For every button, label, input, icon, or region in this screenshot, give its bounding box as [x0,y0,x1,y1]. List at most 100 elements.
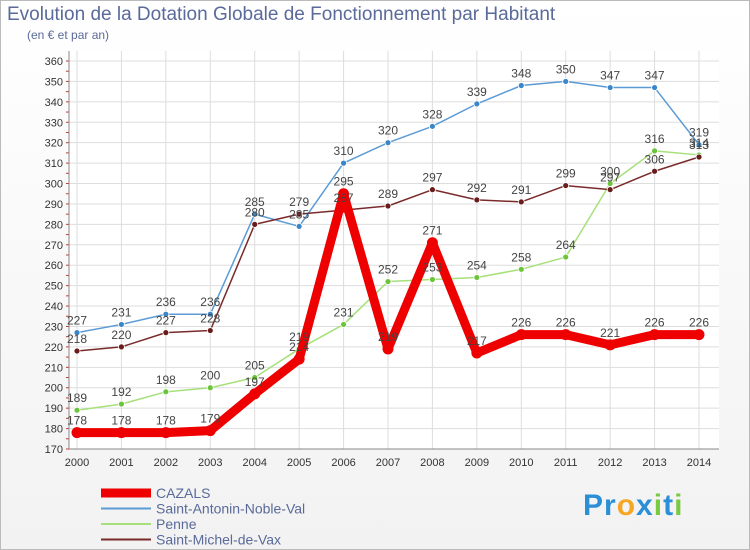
data-point [384,139,392,147]
data-label: 200 [200,369,220,383]
data-label: 226 [556,316,576,330]
data-label: 189 [67,391,87,405]
data-label: 306 [645,152,665,166]
data-point [160,427,172,439]
data-label: 339 [467,85,487,99]
data-label: 258 [511,250,531,264]
data-label: 231 [334,305,354,319]
data-label: 291 [511,183,531,197]
data-point [162,329,170,337]
data-label: 295 [334,175,354,189]
x-tick-label: 2009 [465,457,489,469]
data-point [695,141,703,149]
data-label: 287 [334,191,354,205]
data-point [73,347,81,355]
data-label: 178 [156,414,176,428]
data-point [162,310,170,318]
logo-letter: r [604,489,617,522]
data-label: 214 [289,340,309,354]
x-tick-label: 2005 [287,457,311,469]
data-label: 285 [245,195,265,209]
data-label: 320 [378,124,398,138]
y-tick-label: 280 [45,219,63,231]
y-tick-label: 360 [45,56,63,68]
data-point [206,327,214,334]
data-label: 328 [422,107,442,121]
legend-label: CAZALS [156,485,210,501]
x-tick-label: 2013 [642,457,666,469]
data-point [606,186,614,194]
data-point [251,220,259,228]
data-label: 285 [289,207,309,221]
data-label: 297 [600,171,620,185]
y-tick-label: 310 [45,158,63,170]
data-point [562,253,570,261]
data-label: 299 [556,167,576,181]
data-label: 219 [289,330,309,344]
data-point [604,339,616,351]
data-point [251,210,259,218]
x-tick-label: 2000 [65,457,89,469]
y-tick-label: 350 [45,76,63,88]
data-label: 254 [467,258,487,272]
data-label: 264 [556,238,576,252]
data-point [473,274,481,281]
data-point [517,82,525,89]
data-label: 231 [111,305,131,319]
data-label: 313 [689,138,709,152]
y-tick-label: 300 [45,179,63,191]
data-point [204,425,216,437]
y-tick-label: 290 [45,199,63,211]
data-label: 292 [467,181,487,195]
data-label: 300 [600,165,620,179]
y-tick-label: 240 [45,301,63,313]
y-tick-label: 210 [45,362,63,374]
y-tick-label: 250 [45,281,63,293]
data-point [606,84,614,91]
data-point [384,202,392,210]
data-point [429,186,436,194]
data-label: 218 [67,332,87,346]
data-label: 226 [689,316,709,330]
x-tick-label: 2008 [420,457,444,469]
data-point [517,198,525,206]
data-label: 280 [245,205,265,219]
data-point [73,329,81,337]
data-point [206,384,214,392]
plot-area [69,51,719,449]
data-label: 179 [200,412,220,426]
data-label: 252 [378,263,398,277]
data-point [115,427,127,439]
x-tick-label: 2011 [554,457,578,469]
data-label: 347 [645,69,665,83]
data-point [651,167,658,175]
logo-letter: x [636,489,654,522]
data-point [473,196,481,204]
data-point [338,188,350,200]
x-tick-label: 2012 [598,457,622,469]
data-point [562,78,570,85]
data-point [426,237,438,249]
data-label: 253 [422,261,442,275]
data-label: 226 [645,316,665,330]
logo-letter: o [616,489,637,522]
data-label: 236 [156,295,176,309]
data-label: 226 [511,316,531,330]
data-label: 347 [600,69,620,83]
data-point [471,347,483,359]
data-label: 316 [645,132,665,146]
logo-letter: i [674,489,684,522]
data-point [206,310,214,318]
data-label: 192 [111,385,131,399]
data-point [249,388,261,400]
data-point [651,147,658,155]
y-tick-label: 200 [45,383,63,395]
data-point [560,329,572,341]
data-label: 178 [111,414,131,428]
data-label: 197 [245,375,265,389]
data-point [340,321,347,328]
data-point [693,329,705,341]
data-point [382,343,394,355]
data-label: 310 [334,144,354,158]
